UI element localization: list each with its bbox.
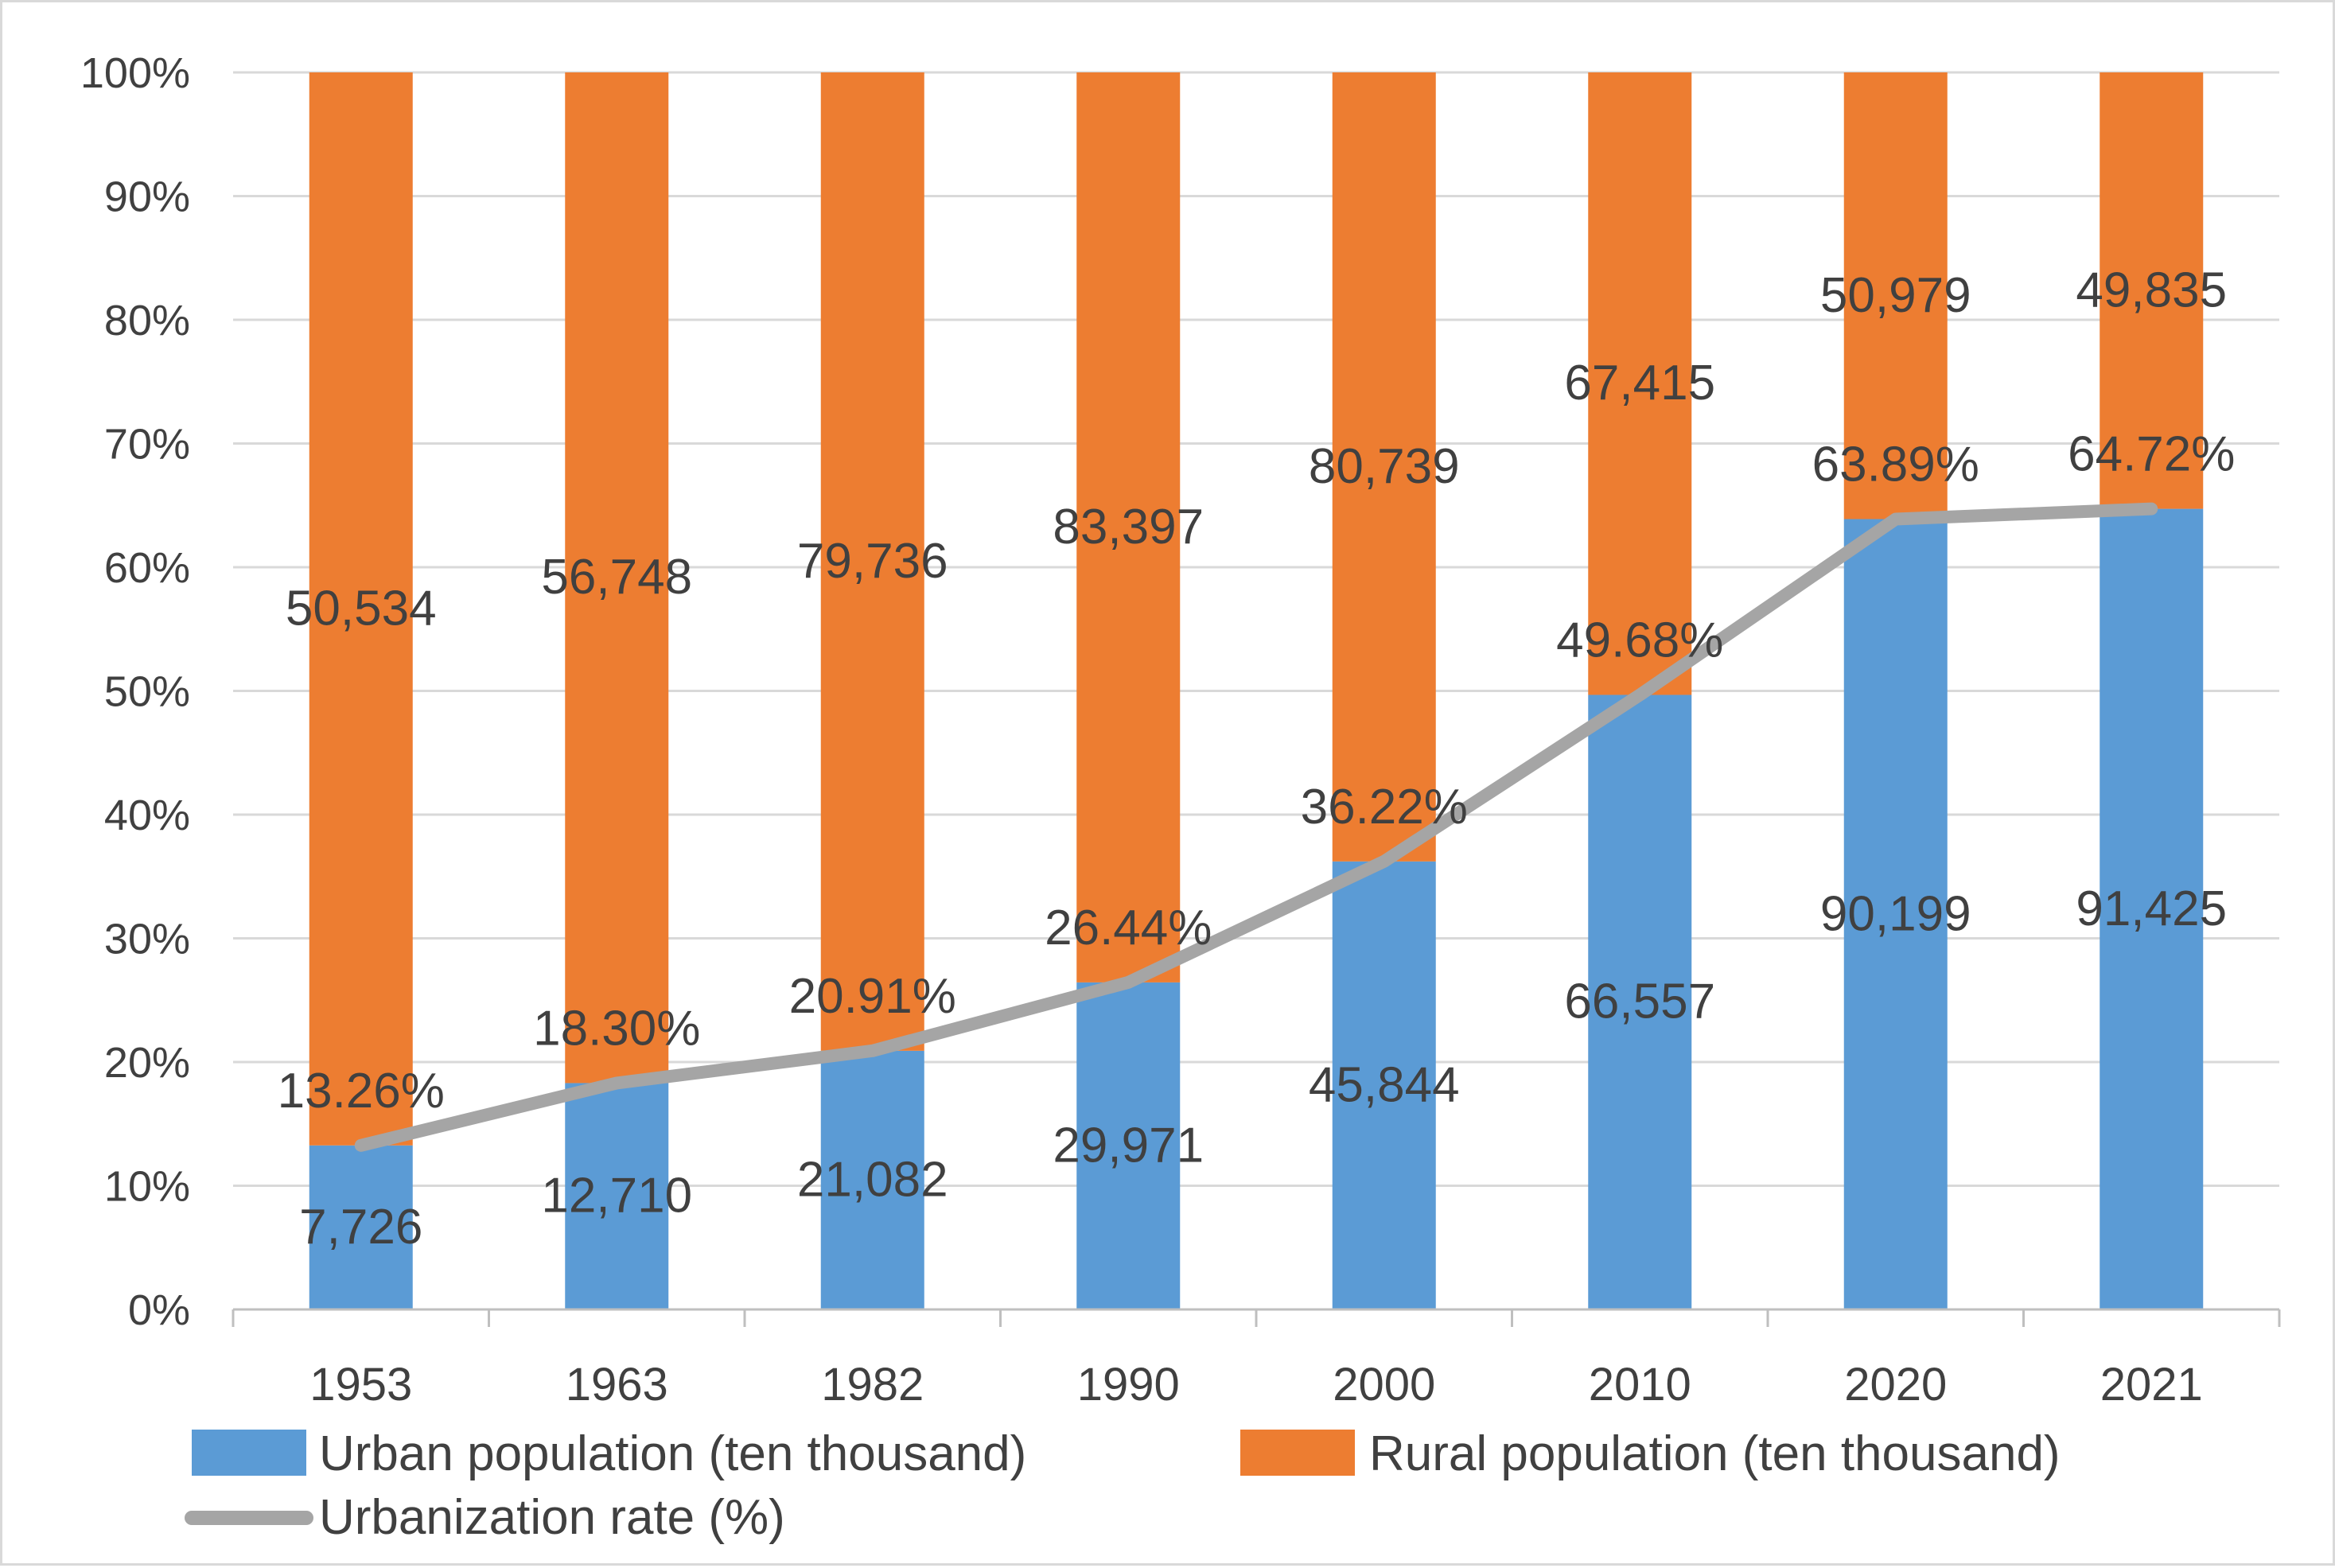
data-label-urban: 91,425 — [2076, 881, 2227, 936]
urbanization-rate-line — [354, 502, 2158, 1152]
bars — [309, 72, 2204, 1309]
y-tick-label: 100% — [80, 49, 190, 97]
legend: Urban population (ten thousand) Rural po… — [185, 1426, 2061, 1545]
data-label-rate: 49.68% — [1556, 613, 1723, 667]
bar-rural — [1843, 72, 1948, 519]
bar-urban — [1843, 519, 1948, 1309]
data-label-rural: 80,739 — [1309, 439, 1460, 494]
y-tick-label: 90% — [104, 173, 190, 221]
bar-rural — [820, 72, 924, 1051]
y-axis-ticks: 0% 10% 20% 30% 40% 50% 60% 70% 80% 90% 100% — [80, 49, 190, 1334]
data-label-rural: 83,397 — [1053, 500, 1204, 554]
data-label-rural: 67,415 — [1564, 356, 1715, 410]
y-tick-label: 60% — [104, 544, 190, 592]
y-tick-label: 10% — [104, 1163, 190, 1211]
data-label-rural: 56,748 — [541, 550, 692, 605]
data-label-urban: 21,082 — [797, 1152, 948, 1207]
y-tick-label: 30% — [104, 916, 190, 963]
y-tick-label: 0% — [128, 1286, 190, 1334]
bar-urban — [820, 1050, 924, 1309]
x-axis — [232, 1308, 2281, 1327]
data-label-rate: 20.91% — [789, 969, 956, 1024]
bar-rural — [1076, 72, 1181, 982]
y-tick-label: 20% — [104, 1039, 190, 1087]
data-label-rural: 50,979 — [1820, 268, 1971, 323]
bar-rural — [1332, 72, 1436, 862]
data-label-rate: 13.26% — [278, 1064, 445, 1119]
rate-line — [354, 502, 2158, 1152]
data-label-rural: 79,736 — [797, 534, 948, 589]
legend-label-rural: Rural population (ten thousand) — [1369, 1426, 2061, 1481]
bar-urban — [565, 1083, 669, 1309]
x-tick-label: 2010 — [1589, 1359, 1691, 1410]
x-axis-ticks: 1953 1963 1982 1990 2000 2010 2020 2021 — [309, 1359, 2203, 1410]
data-label-urban: 66,557 — [1564, 975, 1715, 1029]
y-tick-label: 40% — [104, 792, 190, 839]
legend-label-rate: Urbanization rate (%) — [319, 1490, 785, 1545]
legend-swatch-rural — [1240, 1430, 1355, 1476]
bar-urban — [2100, 508, 2204, 1309]
bar-urban — [1332, 861, 1436, 1309]
x-tick-label: 1953 — [309, 1359, 412, 1410]
data-label-rate: 36.22% — [1301, 780, 1468, 835]
data-label-rate: 18.30% — [533, 1001, 700, 1056]
bar-rural — [1588, 72, 1692, 695]
data-label-rural: 49,835 — [2076, 263, 2227, 317]
y-tick-label: 70% — [104, 421, 190, 469]
x-tick-label: 2000 — [1333, 1359, 1435, 1410]
x-tick-label: 2020 — [1844, 1359, 1947, 1410]
y-tick-label: 50% — [104, 668, 190, 716]
legend-label-urban: Urban population (ten thousand) — [319, 1426, 1026, 1481]
y-tick-label: 80% — [104, 297, 190, 344]
x-tick-label: 1990 — [1077, 1359, 1180, 1410]
bar-rural — [565, 72, 669, 1084]
bar-urban — [309, 1145, 413, 1309]
x-tick-label: 1982 — [821, 1359, 924, 1410]
data-label-rate: 63.89% — [1812, 438, 1979, 492]
bar-rural — [2100, 72, 2204, 509]
x-tick-label: 1963 — [566, 1359, 668, 1410]
data-label-rate: 64.72% — [2068, 427, 2235, 482]
data-label-rural: 50,534 — [286, 581, 437, 636]
bar-urban — [1588, 695, 1692, 1309]
data-label-urban: 90,199 — [1820, 886, 1971, 941]
data-labels: 7,726 50,534 12,710 56,748 21,082 79,736 29,97… — [278, 263, 2236, 1255]
data-label-urban: 29,971 — [1053, 1118, 1204, 1173]
data-label-urban: 7,726 — [299, 1200, 422, 1255]
bar-rural — [309, 72, 413, 1146]
x-tick-label: 2021 — [2100, 1359, 2203, 1410]
bar-urban — [1076, 982, 1181, 1309]
legend-swatch-urban — [192, 1430, 306, 1476]
data-label-urban: 45,844 — [1309, 1057, 1460, 1112]
data-label-rate: 26.44% — [1045, 901, 1212, 955]
data-label-urban: 12,710 — [541, 1169, 692, 1224]
